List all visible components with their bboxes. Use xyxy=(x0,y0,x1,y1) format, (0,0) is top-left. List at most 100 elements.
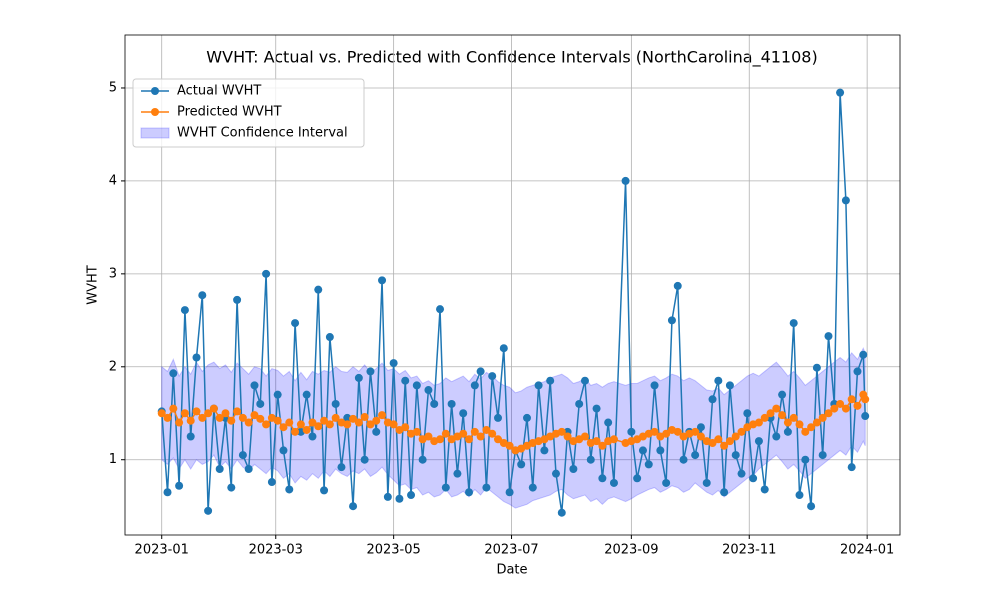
data-point xyxy=(291,427,300,436)
y-tick-label: 3 xyxy=(109,266,117,281)
data-point xyxy=(847,395,856,404)
data-point xyxy=(186,416,195,425)
data-point xyxy=(807,502,816,511)
data-point xyxy=(859,350,868,359)
data-point xyxy=(714,435,723,444)
data-point xyxy=(546,376,555,385)
data-point xyxy=(801,427,810,436)
data-point xyxy=(708,438,717,447)
data-point xyxy=(830,404,839,413)
data-point xyxy=(401,423,410,432)
data-point xyxy=(586,455,595,464)
data-point xyxy=(737,427,746,436)
data-point xyxy=(853,401,862,410)
data-point xyxy=(325,333,334,342)
data-point xyxy=(349,502,358,511)
data-point xyxy=(720,441,729,450)
data-point xyxy=(186,432,195,441)
data-point xyxy=(360,455,369,464)
data-point xyxy=(563,432,572,441)
data-point xyxy=(743,409,752,418)
data-point xyxy=(575,399,584,408)
series-line xyxy=(160,92,866,513)
data-point xyxy=(441,429,450,438)
data-point xyxy=(656,446,665,455)
data-point xyxy=(169,369,178,378)
data-point xyxy=(395,494,404,503)
data-point xyxy=(824,409,833,418)
data-point xyxy=(279,446,288,455)
data-point xyxy=(725,381,734,390)
data-point xyxy=(273,416,282,425)
data-point xyxy=(714,376,723,385)
data-point xyxy=(482,483,491,492)
data-point xyxy=(731,451,740,460)
data-point xyxy=(760,413,769,422)
data-point xyxy=(528,483,537,492)
data-point xyxy=(557,508,566,517)
x-tick-label: 2023-03 xyxy=(249,543,303,558)
data-point xyxy=(749,474,758,483)
data-point xyxy=(198,291,207,300)
data-point xyxy=(667,316,676,325)
data-point xyxy=(331,413,340,422)
legend-box xyxy=(132,78,365,148)
data-point xyxy=(592,404,601,413)
data-point xyxy=(372,416,381,425)
data-point xyxy=(383,492,392,501)
data-point xyxy=(517,460,526,469)
data-point xyxy=(807,423,816,432)
data-point xyxy=(424,386,433,395)
data-point xyxy=(580,432,589,441)
x-tick-label: 2023-07 xyxy=(484,543,538,558)
data-point xyxy=(238,451,247,460)
data-point xyxy=(580,376,589,385)
data-point xyxy=(696,432,705,441)
data-point xyxy=(598,441,607,450)
data-point xyxy=(459,429,468,438)
data-point xyxy=(494,435,503,444)
data-point xyxy=(650,381,659,390)
data-point xyxy=(650,427,659,436)
x-tick-label: 2023-11 xyxy=(722,543,776,558)
data-point xyxy=(627,427,636,436)
data-point xyxy=(470,381,479,390)
data-point xyxy=(470,427,479,436)
data-point xyxy=(708,395,717,404)
data-point xyxy=(233,295,242,304)
data-point xyxy=(285,418,294,427)
data-point xyxy=(256,414,265,423)
data-point xyxy=(366,367,375,376)
data-point xyxy=(262,269,271,278)
data-point xyxy=(662,429,671,438)
data-point xyxy=(476,367,485,376)
data-point xyxy=(325,420,334,429)
data-point xyxy=(198,413,207,422)
data-point xyxy=(233,407,242,416)
data-point xyxy=(262,420,271,429)
x-tick-label: 2023-05 xyxy=(366,543,420,558)
data-point xyxy=(314,285,323,294)
data-point xyxy=(308,432,317,441)
data-point xyxy=(320,416,329,425)
data-point xyxy=(569,465,578,474)
data-point xyxy=(279,423,288,432)
data-point xyxy=(343,420,352,429)
data-point xyxy=(551,469,560,478)
data-point xyxy=(221,409,230,418)
data-point xyxy=(795,420,804,429)
data-point xyxy=(204,409,213,418)
plot-frame xyxy=(124,34,901,536)
data-point xyxy=(557,427,566,436)
data-point xyxy=(163,413,172,422)
data-point xyxy=(795,491,804,500)
data-point xyxy=(534,381,543,390)
data-point xyxy=(175,481,184,490)
data-point xyxy=(285,485,294,494)
data-point xyxy=(331,399,340,408)
data-point xyxy=(691,451,700,460)
data-point xyxy=(378,411,387,420)
data-point xyxy=(215,413,224,422)
data-point xyxy=(447,399,456,408)
data-point xyxy=(778,390,787,399)
